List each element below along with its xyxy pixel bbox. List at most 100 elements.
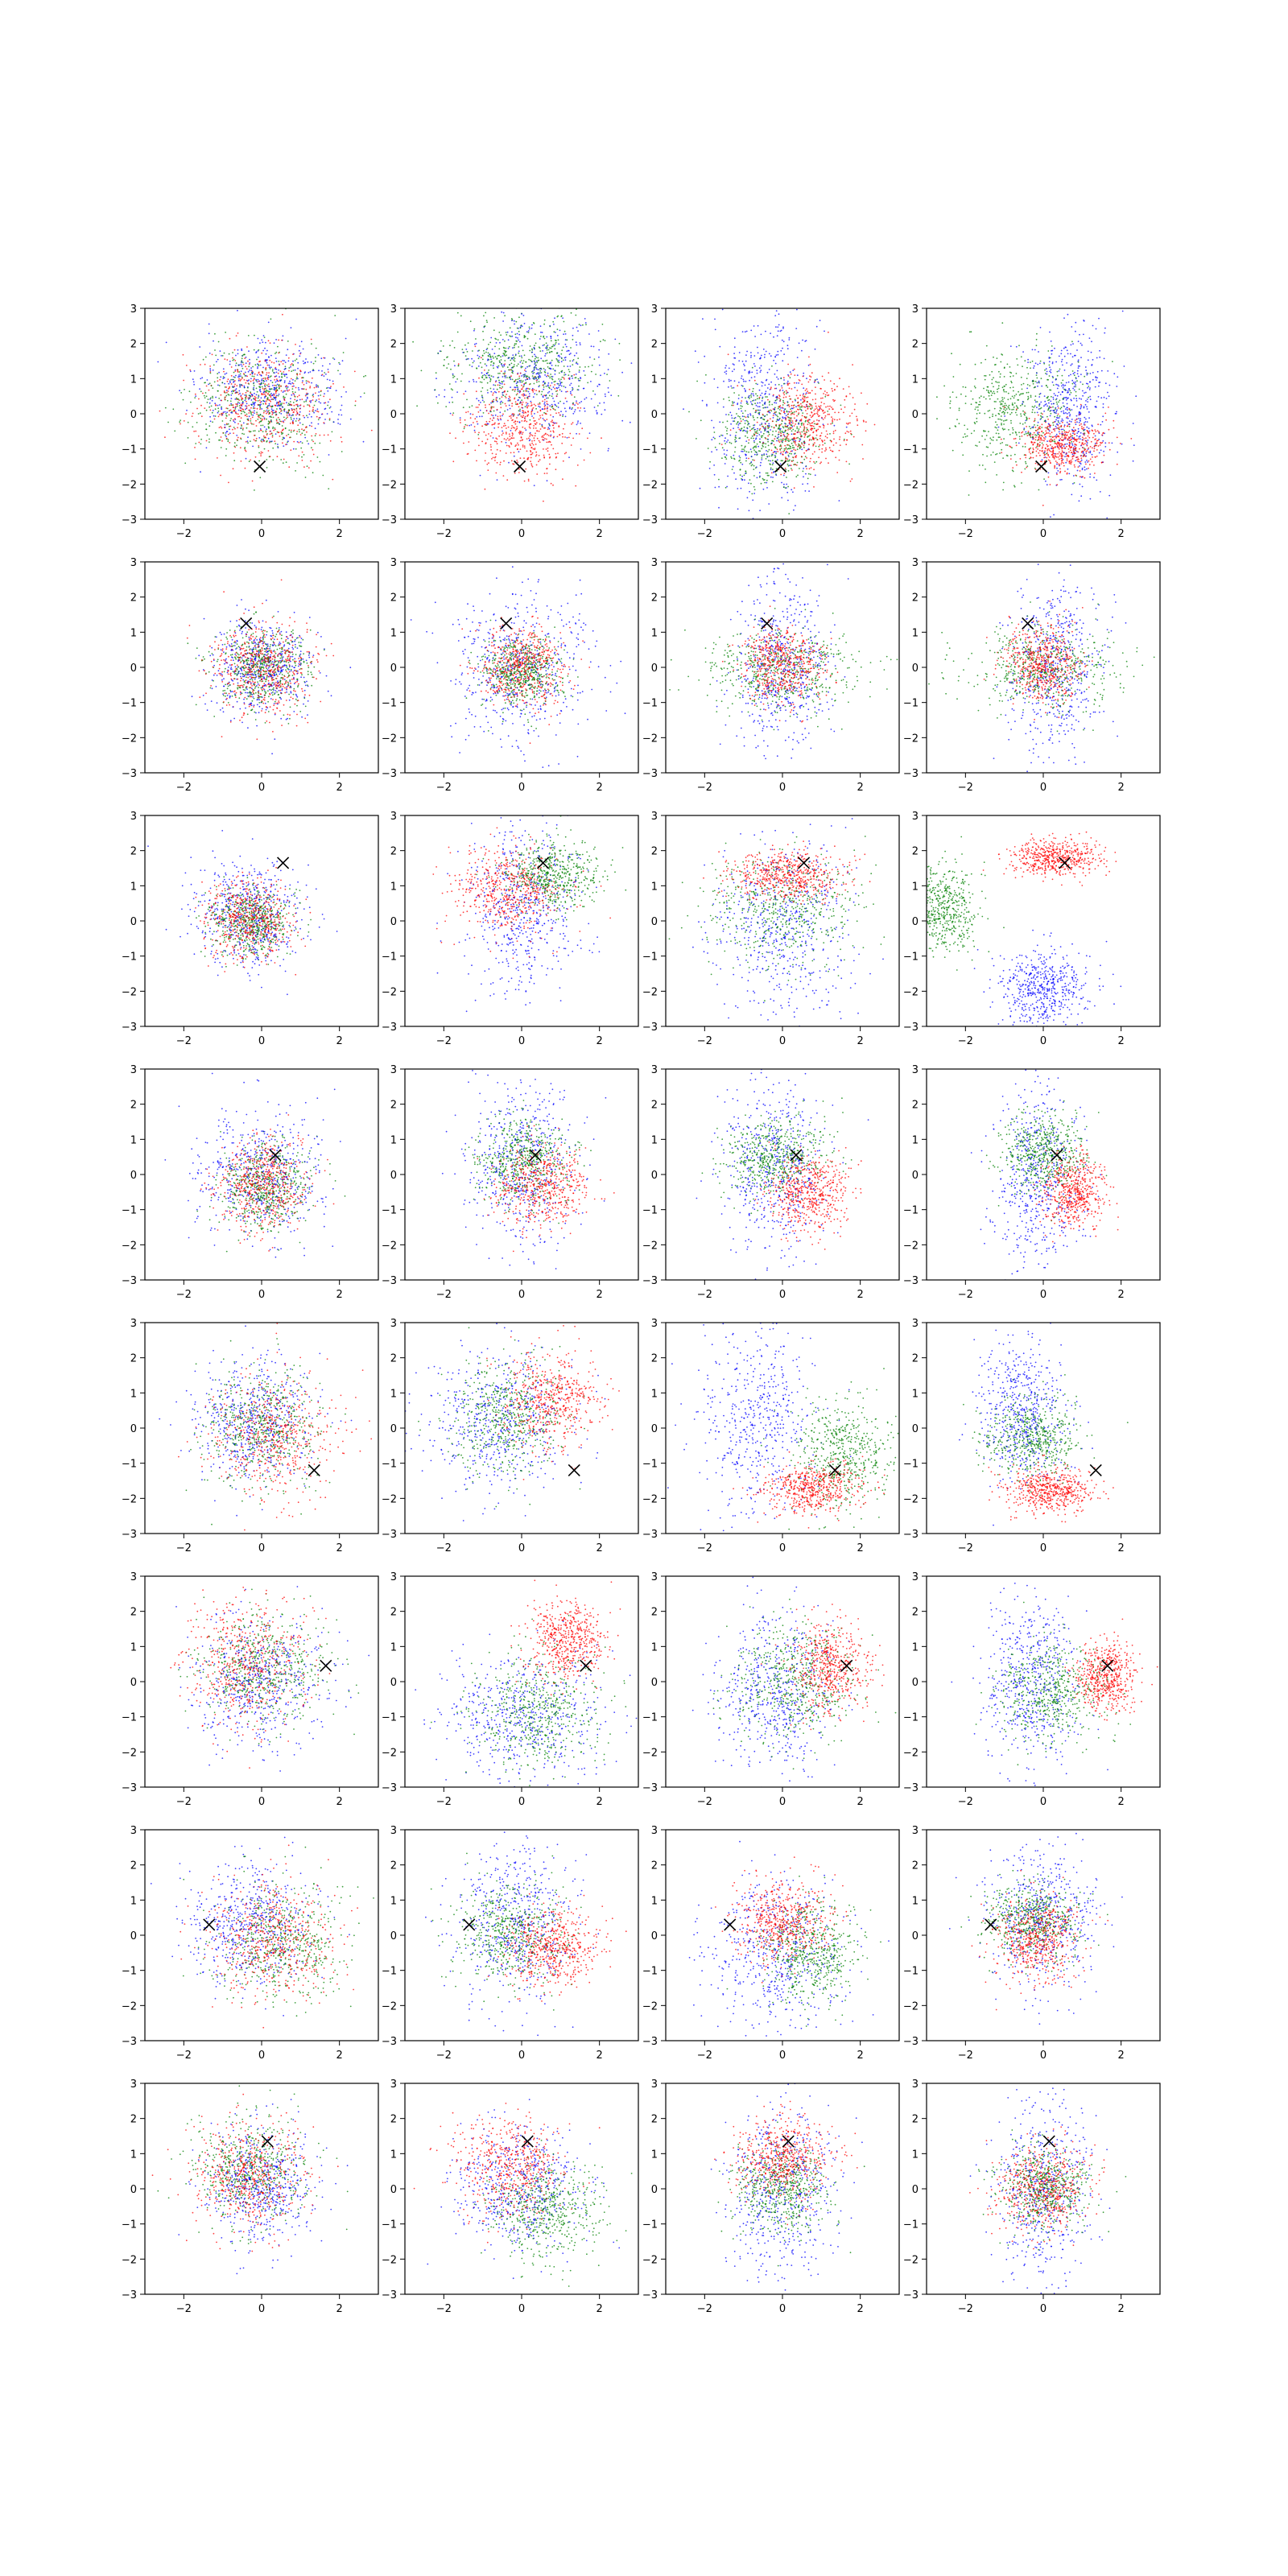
point-series-2 [801,431,803,433]
point-series-1 [282,313,283,316]
point-series-1 [533,427,535,429]
point-series-1 [267,386,269,387]
point-series-1 [854,403,856,405]
point-series-1 [807,419,809,422]
point-series-3 [608,353,610,355]
point-series-1 [246,346,248,348]
point-series-1 [741,400,743,402]
point-series-2 [481,358,484,361]
point-series-2 [774,446,776,448]
point-series-3 [1048,361,1051,363]
point-series-2 [739,474,741,477]
point-series-1 [824,390,826,392]
point-series-2 [789,445,791,448]
point-series-2 [791,452,792,455]
point-series-3 [293,394,295,395]
point-series-1 [225,417,227,419]
point-series-1 [473,422,474,423]
point-series-1 [301,428,303,431]
point-series-1 [551,419,553,422]
point-series-1 [208,389,210,391]
point-series-1 [527,411,529,413]
point-series-3 [795,440,797,442]
point-series-3 [745,360,747,362]
point-series-1 [549,385,551,386]
point-series-3 [438,394,440,396]
point-series-2 [313,404,316,407]
point-series-1 [546,473,548,474]
point-series-1 [530,463,532,464]
point-series-2 [795,476,798,478]
point-series-1 [844,432,847,435]
point-series-3 [521,325,523,328]
point-series-3 [324,357,326,359]
point-series-3 [603,402,605,404]
point-series-2 [287,404,289,407]
point-series-2 [316,456,319,458]
point-series-1 [248,430,250,432]
point-series-1 [543,448,544,450]
point-series-2 [259,414,262,416]
point-series-3 [290,398,291,399]
point-series-2 [218,439,220,441]
point-series-1 [247,397,250,399]
point-series-3 [764,393,766,395]
point-series-3 [270,393,272,394]
point-series-1 [799,419,802,421]
point-series-2 [509,364,510,366]
point-series-3 [737,488,739,489]
point-series-1 [788,404,790,406]
point-series-2 [482,339,485,341]
point-series-2 [750,428,753,430]
point-series-3 [590,381,592,382]
point-series-2 [745,435,746,437]
point-series-3 [515,336,517,338]
point-series-2 [762,435,764,437]
point-series-3 [760,365,762,367]
point-series-2 [453,360,455,362]
point-series-1 [774,438,776,440]
point-series-3 [574,409,576,411]
point-series-1 [277,416,279,419]
point-series-3 [496,400,498,402]
point-series-1 [764,427,766,429]
point-series-1 [541,426,543,428]
point-series-2 [554,339,556,341]
point-series-2 [556,328,559,331]
point-series-1 [548,440,551,443]
point-series-3 [1086,374,1088,376]
point-series-1 [806,468,807,470]
point-series-1 [837,411,840,414]
point-series-2 [800,406,802,408]
point-series-2 [739,456,741,459]
point-series-3 [311,415,312,418]
point-series-1 [815,405,817,407]
point-series-1 [828,413,831,415]
point-series-3 [492,365,494,367]
point-series-1 [1072,427,1075,429]
point-series-2 [767,427,770,430]
point-series-3 [814,348,816,350]
point-series-3 [542,345,544,346]
point-series-2 [505,332,507,333]
point-series-2 [579,366,581,368]
point-series-1 [501,396,503,398]
point-series-3 [1089,387,1091,389]
point-series-1 [809,415,811,416]
point-series-2 [513,365,515,368]
point-series-2 [733,392,735,394]
point-series-1 [297,424,299,427]
point-series-1 [580,407,582,409]
point-series-2 [784,431,786,432]
point-series-3 [569,407,571,409]
point-series-2 [237,401,239,403]
point-series-2 [238,371,241,373]
point-series-2 [260,424,262,427]
point-series-1 [490,406,493,408]
point-series-2 [481,366,483,369]
point-series-1 [552,431,555,433]
point-series-1 [291,363,293,365]
point-series-2 [230,418,232,419]
point-series-2 [530,359,531,361]
point-series-3 [1080,406,1082,408]
